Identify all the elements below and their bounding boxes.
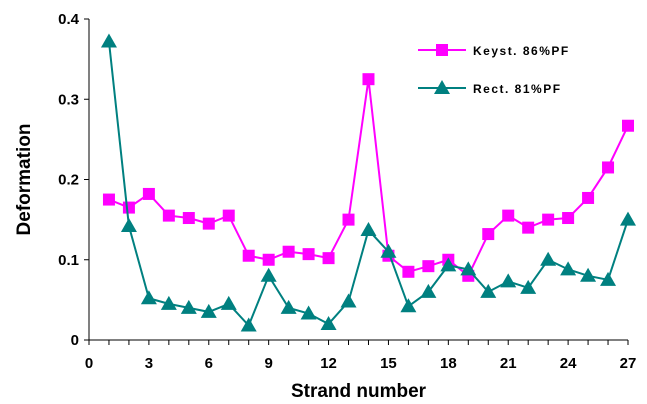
data-point-square <box>502 210 514 222</box>
x-tick-label: 6 <box>205 355 213 372</box>
data-point-square <box>562 212 574 224</box>
data-point-square <box>283 246 295 258</box>
data-point-square <box>243 250 255 262</box>
x-tick-label: 24 <box>560 355 577 372</box>
y-axis-title: Deformation <box>14 124 35 236</box>
y-tick-label: 0.1 <box>58 252 79 269</box>
y-tick-label: 0 <box>71 332 79 349</box>
data-point-square <box>323 252 335 264</box>
data-point-square <box>343 214 355 226</box>
data-point-square <box>482 228 494 240</box>
data-point-square <box>123 202 135 214</box>
y-tick-label: 0.2 <box>58 172 79 189</box>
y-tick-label: 0.4 <box>58 11 80 28</box>
y-tick-label: 0.3 <box>58 91 79 108</box>
data-point-square <box>602 161 614 173</box>
x-tick-label: 12 <box>320 355 337 372</box>
x-tick-label: 15 <box>380 355 397 372</box>
data-point-square <box>143 188 155 200</box>
data-point-square <box>223 210 235 222</box>
data-point-square <box>402 266 414 278</box>
data-point-square <box>103 194 115 206</box>
data-point-square <box>263 254 275 266</box>
legend-label-rect: Rect. 81%PF <box>473 82 562 96</box>
x-tick-label: 9 <box>264 355 272 372</box>
x-axis-title: Strand number <box>291 381 427 402</box>
data-point-square <box>622 120 634 132</box>
data-point-square <box>203 218 215 230</box>
data-point-square <box>303 248 315 260</box>
x-tick-label: 0 <box>85 355 93 372</box>
x-tick-label: 27 <box>620 355 637 372</box>
x-tick-label: 3 <box>145 355 153 372</box>
data-point-square <box>163 210 175 222</box>
x-tick-label: 18 <box>440 355 457 372</box>
legend-item-keyst: Keyst. 86%PF <box>418 44 570 58</box>
x-tick-label: 21 <box>500 355 517 372</box>
legend-square-marker-icon <box>436 44 448 56</box>
legend-label-keyst: Keyst. 86%PF <box>473 44 570 58</box>
data-point-square <box>422 260 434 272</box>
data-point-square <box>522 222 534 234</box>
data-point-square <box>582 192 594 204</box>
data-point-square <box>542 214 554 226</box>
data-point-square <box>183 212 195 224</box>
data-point-square <box>362 73 374 85</box>
